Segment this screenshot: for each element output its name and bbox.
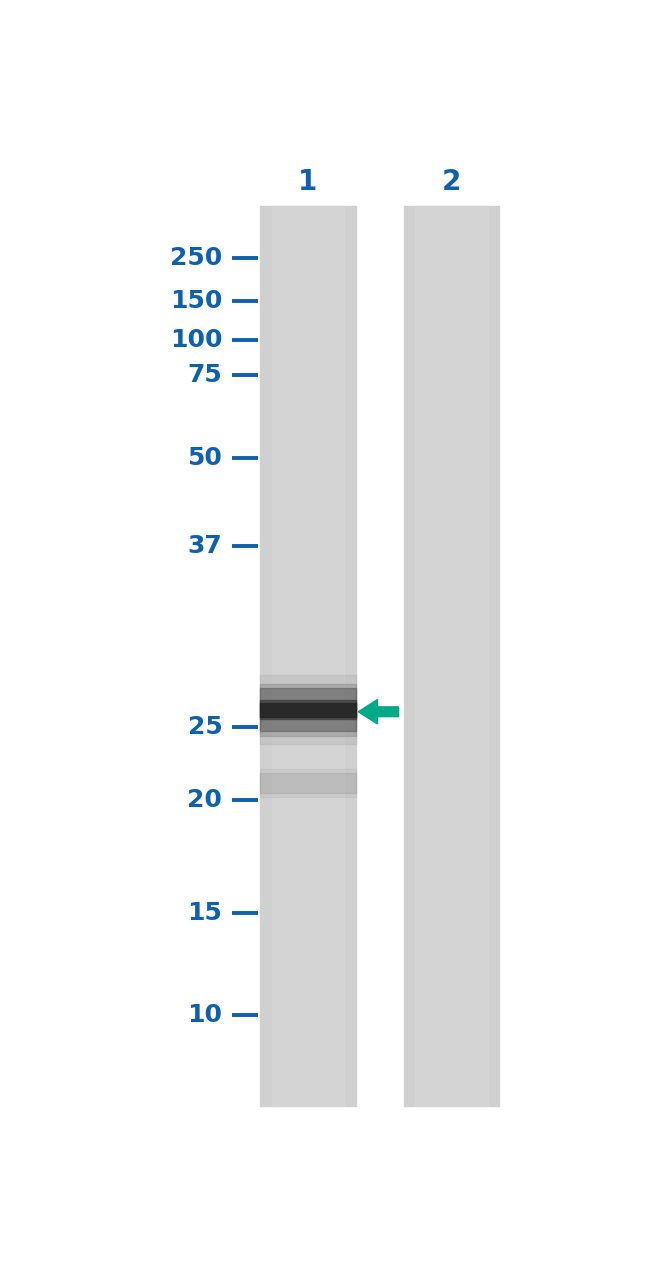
Text: 50: 50 [187, 446, 222, 470]
Bar [415, 206, 488, 1106]
Text: 250: 250 [170, 246, 222, 271]
Bar [260, 770, 356, 796]
Text: 25: 25 [188, 715, 222, 739]
Text: 1: 1 [298, 168, 318, 196]
Bar [260, 206, 356, 1106]
Text: 20: 20 [187, 787, 222, 812]
Bar [260, 685, 356, 735]
Bar [260, 700, 356, 719]
Bar [260, 688, 356, 732]
Text: 37: 37 [188, 533, 222, 558]
Text: 15: 15 [187, 902, 222, 926]
Text: 150: 150 [170, 290, 222, 312]
Text: 100: 100 [170, 328, 222, 352]
Text: 2: 2 [442, 168, 462, 196]
Bar [260, 773, 356, 792]
Bar [260, 704, 356, 716]
Text: 10: 10 [187, 1003, 222, 1027]
Bar [404, 206, 499, 1106]
Bar [260, 676, 356, 744]
Bar [272, 206, 344, 1106]
FancyArrow shape [358, 700, 398, 724]
Text: 75: 75 [188, 363, 222, 387]
